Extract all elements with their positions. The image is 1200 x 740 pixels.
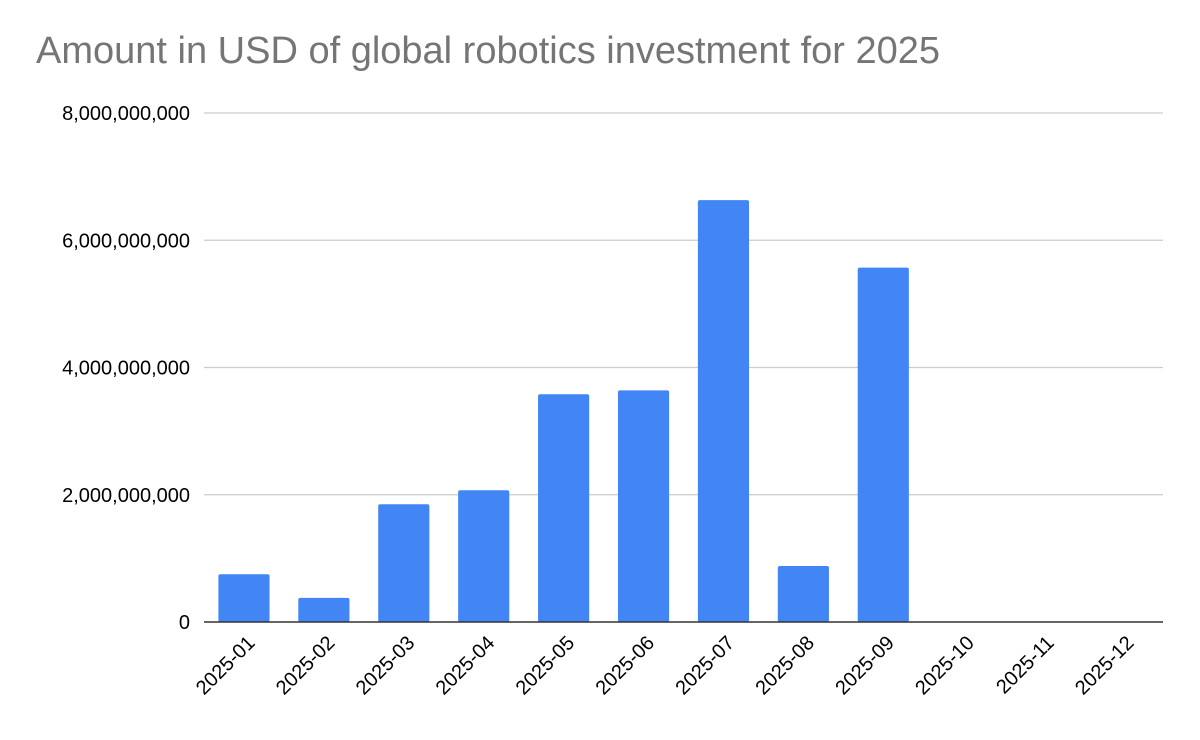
bar-2025-02 [298, 597, 350, 622]
x-tick-label: 2025-11 [992, 632, 1058, 698]
x-tick-label: 2025-06 [592, 632, 659, 699]
x-tick-label: 2025-08 [751, 632, 818, 699]
bar-2025-07 [697, 200, 750, 622]
x-tick-label: 2025-04 [432, 632, 499, 699]
bars [218, 200, 909, 622]
x-tick-label: 2025-02 [272, 632, 339, 699]
y-tick-label: 8,000,000,000 [62, 103, 190, 125]
bar-2025-06 [617, 390, 670, 622]
bar-2025-04 [458, 490, 510, 622]
x-tick-label: 2025-12 [1071, 632, 1138, 699]
x-tick-label: 2025-01 [192, 632, 259, 699]
y-axis-ticks: 0 2,000,000,000 4,000,000,000 6,000,000,000… [62, 103, 190, 634]
x-tick-label: 2025-05 [512, 632, 579, 699]
y-tick-label: 4,000,000,000 [62, 358, 190, 380]
x-axis-ticks: 2025-01 2025-02 2025-03 2025-04 2025-05 2025-… [192, 632, 1139, 699]
x-tick-label: 2025-09 [831, 632, 898, 699]
x-tick-label: 2025-03 [352, 632, 419, 699]
gridlines [204, 112, 1163, 496]
x-tick-label: 2025-07 [672, 632, 739, 699]
bar-2025-03 [378, 504, 430, 622]
chart-title: Amount in USD of global robotics investm… [36, 30, 941, 72]
bar-2025-08 [777, 566, 829, 622]
bar-2025-01 [218, 574, 270, 622]
bar-2025-09 [857, 267, 909, 622]
x-tick-label: 2025-10 [911, 632, 978, 699]
y-tick-label: 6,000,000,000 [62, 230, 190, 252]
y-tick-label: 0 [179, 612, 190, 634]
bar-2025-05 [538, 394, 590, 622]
y-tick-label: 2,000,000,000 [62, 485, 190, 507]
